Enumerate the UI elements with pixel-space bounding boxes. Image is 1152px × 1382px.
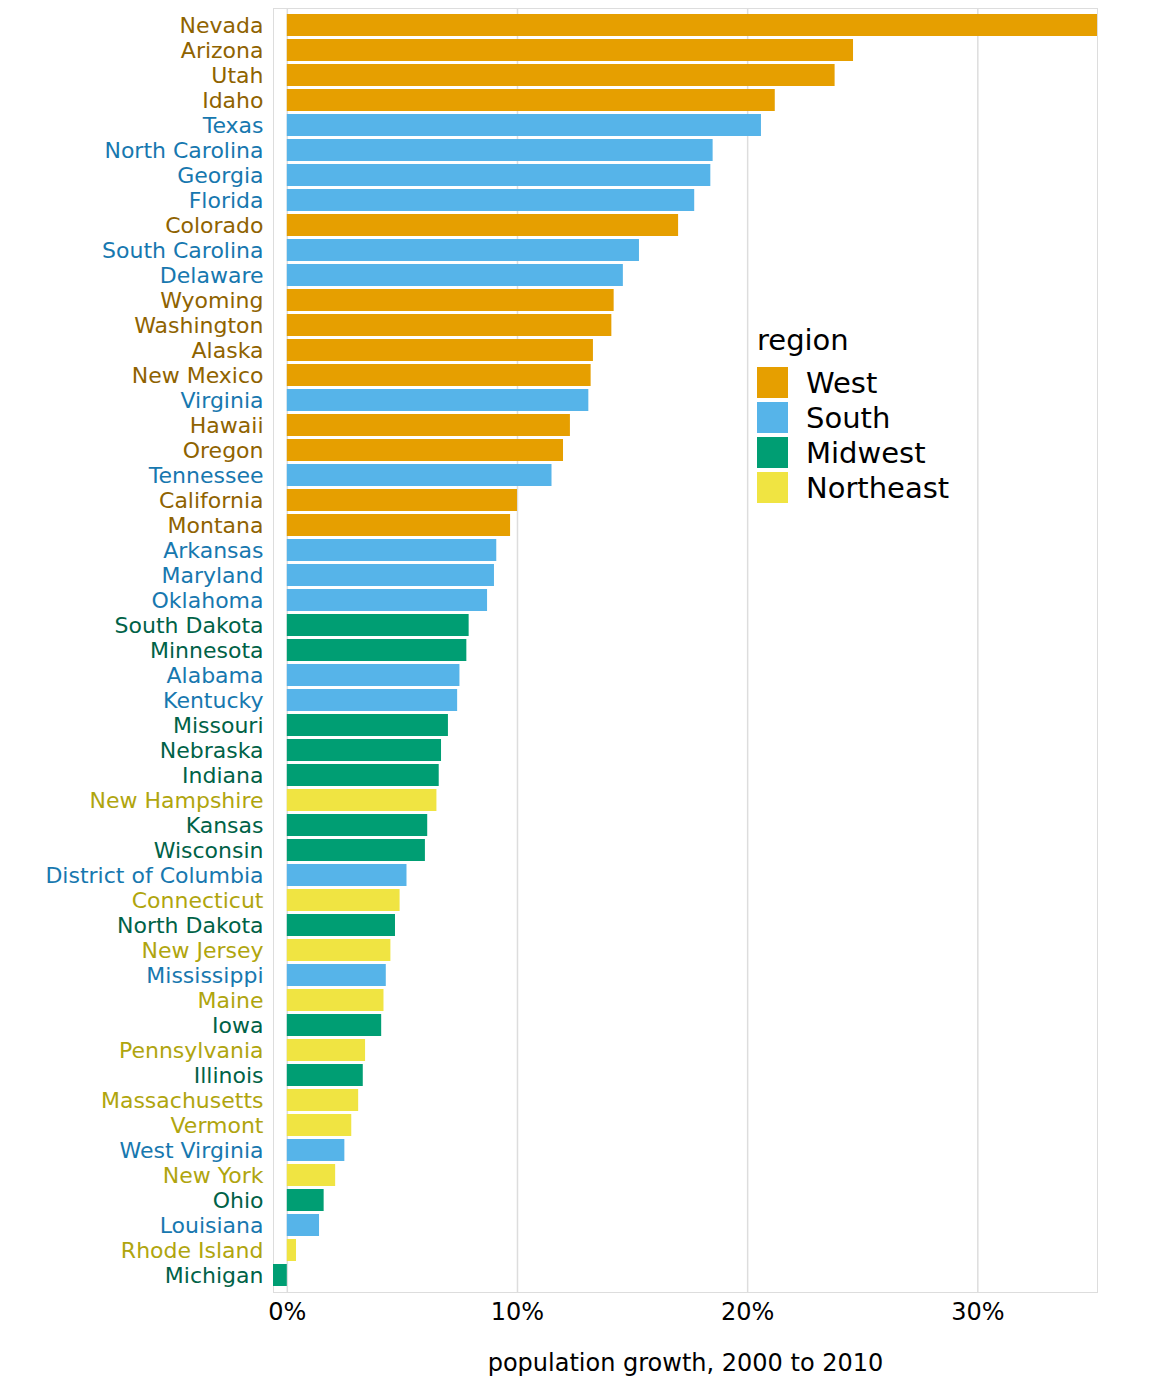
svg-text:Arizona: Arizona	[181, 38, 264, 63]
svg-text:Kansas: Kansas	[186, 813, 264, 838]
svg-text:Indiana: Indiana	[182, 763, 263, 788]
svg-text:Utah: Utah	[211, 63, 263, 88]
svg-text:30%: 30%	[951, 1298, 1004, 1326]
svg-text:Wyoming: Wyoming	[160, 288, 263, 313]
svg-text:Colorado: Colorado	[165, 213, 263, 238]
svg-text:New York: New York	[163, 1163, 264, 1188]
svg-text:North Carolina: North Carolina	[104, 138, 263, 163]
html-text:Midwest: Midwest	[806, 435, 926, 470]
svg-text:Tennessee: Tennessee	[148, 463, 264, 488]
svg-text:Pennsylvania: Pennsylvania	[119, 1038, 264, 1063]
svg-text:Hawaii: Hawaii	[190, 413, 264, 438]
svg-text:Illinois: Illinois	[194, 1063, 264, 1088]
svg-text:West Virginia: West Virginia	[119, 1138, 263, 1163]
svg-text:Washington: Washington	[134, 313, 263, 338]
svg-text:Louisiana: Louisiana	[160, 1213, 264, 1238]
svg-text:Ohio: Ohio	[213, 1188, 264, 1213]
svg-text:Maine: Maine	[197, 988, 263, 1013]
svg-text:Texas: Texas	[202, 113, 264, 138]
svg-text:Oregon: Oregon	[183, 438, 264, 463]
svg-text:California: California	[159, 488, 263, 513]
svg-text:10%: 10%	[491, 1298, 544, 1326]
svg-text:South Carolina: South Carolina	[102, 238, 263, 263]
svg-text:Michigan: Michigan	[165, 1263, 264, 1288]
svg-text:New Hampshire: New Hampshire	[89, 788, 263, 813]
svg-text:20%: 20%	[721, 1298, 774, 1326]
svg-text:Mississippi: Mississippi	[146, 963, 263, 988]
svg-text:Montana: Montana	[168, 513, 264, 538]
svg-text:Alabama: Alabama	[166, 663, 263, 688]
svg-text:Connecticut: Connecticut	[132, 888, 264, 913]
svg-text:0%: 0%	[268, 1298, 306, 1326]
svg-text:South Dakota: South Dakota	[115, 613, 264, 638]
svg-text:population growth, 2000 to 201: population growth, 2000 to 2010	[488, 1349, 884, 1377]
svg-text:Alaska: Alaska	[192, 338, 264, 363]
html-text:Northeast: Northeast	[806, 470, 950, 505]
svg-text:Vermont: Vermont	[171, 1113, 264, 1138]
svg-text:Maryland: Maryland	[161, 563, 263, 588]
svg-text:Iowa: Iowa	[212, 1013, 263, 1038]
svg-text:Massachusetts: Massachusetts	[101, 1088, 264, 1113]
svg-text:Virginia: Virginia	[181, 388, 264, 413]
svg-text:North Dakota: North Dakota	[117, 913, 263, 938]
svg-text:Oklahoma: Oklahoma	[152, 588, 264, 613]
svg-text:Minnesota: Minnesota	[150, 638, 264, 663]
html-text:West: West	[806, 365, 878, 400]
html-text:South: South	[806, 400, 891, 435]
svg-text:New Mexico: New Mexico	[132, 363, 264, 388]
svg-text:Arkansas: Arkansas	[163, 538, 263, 563]
svg-text:New Jersey: New Jersey	[141, 938, 263, 963]
html-text:region: region	[757, 323, 849, 357]
svg-text:Nevada: Nevada	[180, 13, 264, 38]
svg-text:District of Columbia: District of Columbia	[45, 863, 263, 888]
svg-text:Wisconsin: Wisconsin	[154, 838, 264, 863]
svg-text:Idaho: Idaho	[202, 88, 263, 113]
svg-text:Missouri: Missouri	[173, 713, 264, 738]
svg-text:Florida: Florida	[189, 188, 264, 213]
svg-text:Delaware: Delaware	[160, 263, 264, 288]
svg-text:Nebraska: Nebraska	[160, 738, 264, 763]
svg-text:Georgia: Georgia	[177, 163, 263, 188]
svg-text:Kentucky: Kentucky	[163, 688, 263, 713]
svg-text:Rhode Island: Rhode Island	[121, 1238, 264, 1263]
